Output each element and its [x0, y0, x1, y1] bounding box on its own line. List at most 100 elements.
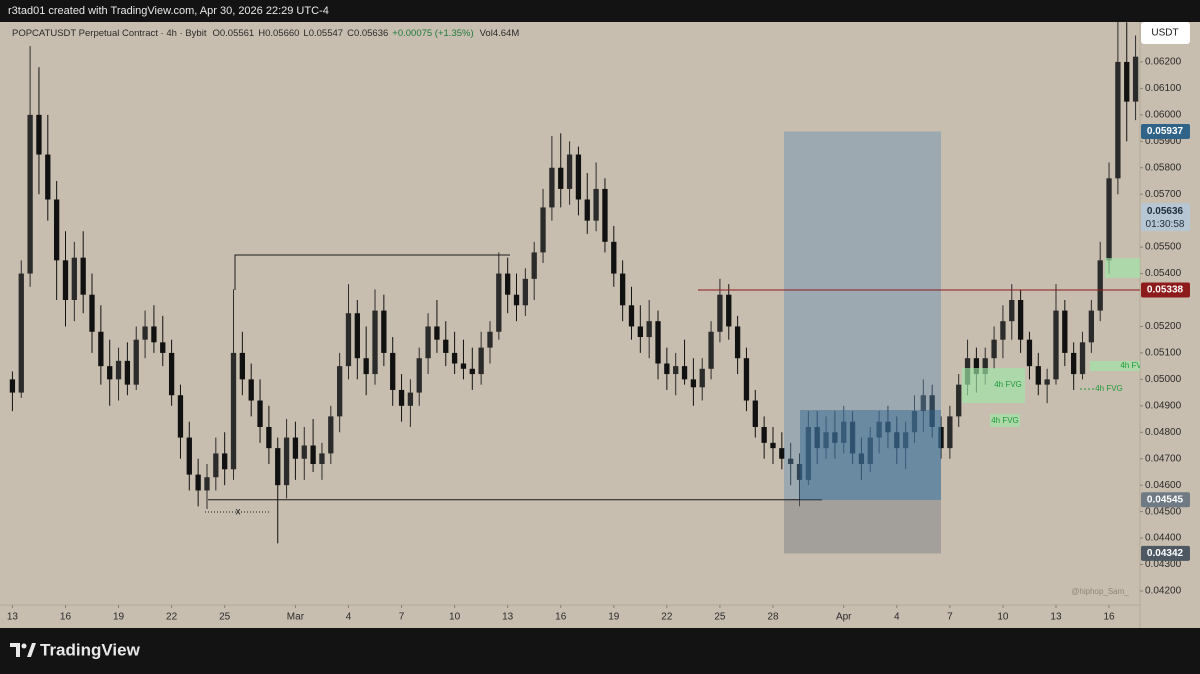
- x-tick-label: Mar: [287, 612, 305, 623]
- candle-body: [434, 326, 440, 340]
- price-label: 0.05636: [1147, 206, 1184, 217]
- time-axis: 13 16 19 22 25 Mar 4 7 10 13 16 19 22 25 28 Apr 4 7 10 13 16: [7, 605, 1115, 623]
- x-tick-label: 16: [60, 612, 72, 623]
- candle-body: [531, 252, 537, 279]
- candle-body: [1026, 339, 1033, 367]
- volume-key: Vol: [480, 28, 493, 39]
- candle-body: [1000, 321, 1006, 340]
- price-label-box: [1141, 492, 1190, 508]
- countdown: 01:30:58: [1146, 219, 1185, 230]
- volume: 4.64M: [493, 28, 519, 39]
- candle-body: [239, 352, 246, 380]
- structure-line: [234, 254, 510, 290]
- candle-body: [902, 432, 909, 449]
- ohlc-legend: O0.05561 H0.05660 L0.05547 C0.05636: [212, 28, 388, 39]
- y-tick-label: 0.04400: [1145, 533, 1182, 544]
- price-label: 0.05338: [1147, 285, 1184, 296]
- candle-body: [45, 154, 51, 200]
- candle-body: [938, 426, 944, 449]
- candle-body: [168, 352, 175, 396]
- candle-body: [328, 416, 334, 454]
- candle-body: [805, 426, 812, 480]
- candle-body: [973, 358, 980, 375]
- x-tick-label: 28: [767, 612, 779, 623]
- candle-body: [266, 426, 272, 449]
- candle-body: [381, 310, 387, 353]
- ohlc-value: 0.05561: [220, 28, 254, 39]
- price-label: 0.04545: [1147, 494, 1184, 505]
- candle-body: [1079, 342, 1086, 375]
- candle-body: [929, 395, 935, 427]
- x-tick-label: 16: [555, 612, 567, 623]
- x-tick-label: 25: [714, 612, 726, 623]
- candle-body: [222, 453, 228, 470]
- candle-body: [1017, 300, 1024, 340]
- x-tick-label: 19: [608, 612, 620, 623]
- y-tick-label: 0.04900: [1145, 400, 1182, 411]
- candle-body: [566, 154, 573, 189]
- brand-logo: [10, 643, 36, 657]
- currency-button[interactable]: [1141, 22, 1190, 44]
- candle-body: [1035, 366, 1041, 385]
- candle-body: [36, 114, 42, 155]
- candle-body: [1071, 352, 1077, 375]
- brand-name: TradingView: [40, 640, 141, 659]
- candle-body: [345, 313, 352, 367]
- candle-body: [292, 437, 299, 459]
- currency-label: USDT: [1151, 28, 1178, 39]
- y-tick-label: 0.06000: [1145, 109, 1182, 120]
- candle-body: [398, 389, 405, 406]
- y-tick-label: 0.05900: [1145, 136, 1182, 147]
- candle-body: [115, 360, 122, 380]
- candle-body: [788, 458, 794, 465]
- ohlc-value: 0.05636: [354, 28, 388, 39]
- plot-area: x 4h FVG 4h FVG 4h FV 4h FVG @hiphop_Sam…: [9, 22, 1140, 596]
- watermark: @hiphop_Sam_: [1071, 587, 1129, 596]
- candle-body: [779, 448, 785, 459]
- x-tick-label: 10: [449, 612, 461, 623]
- fvg-box: [1105, 258, 1140, 278]
- candle-body: [681, 366, 688, 380]
- candle-body: [416, 358, 422, 393]
- candle-body: [98, 331, 104, 367]
- x-tick-label: 22: [166, 612, 178, 623]
- y-tick-label: 0.05000: [1145, 374, 1182, 385]
- candle-body: [690, 379, 697, 388]
- y-tick-label: 0.05400: [1145, 268, 1182, 279]
- fvg-label: 4h FVG: [1095, 384, 1123, 393]
- chart-background: [0, 22, 1200, 628]
- candle-body: [796, 464, 803, 480]
- candle-body: [841, 421, 847, 443]
- candle-body: [558, 167, 564, 189]
- candle-body: [451, 352, 458, 364]
- candle-body: [664, 363, 670, 375]
- fvg-box: [990, 414, 1020, 427]
- stop-zone: [784, 499, 941, 554]
- candle-body: [230, 352, 237, 470]
- target-zone: [784, 131, 941, 500]
- x-tick-label: 19: [113, 612, 125, 623]
- candle-body: [478, 347, 484, 375]
- candle-body: [1062, 310, 1068, 353]
- candle-body: [743, 358, 750, 401]
- candle-body: [956, 384, 962, 417]
- x-tick-label: 13: [7, 612, 19, 623]
- candle-body: [894, 432, 900, 449]
- candle-body: [920, 395, 926, 412]
- candle-body: [761, 426, 767, 443]
- candle-body: [301, 445, 307, 459]
- x-tick-label: Apr: [836, 612, 852, 623]
- candle-body: [107, 366, 113, 380]
- candle-body: [283, 437, 290, 486]
- candle-body: [699, 368, 705, 388]
- candle-body: [505, 273, 511, 295]
- candle-body: [673, 366, 679, 375]
- ohlc-key: L: [303, 28, 308, 39]
- x-tick-label: 10: [997, 612, 1009, 623]
- candle-body: [310, 445, 316, 465]
- candle-body: [142, 326, 148, 340]
- candle-body: [637, 326, 643, 338]
- y-tick-label: 0.04300: [1145, 559, 1182, 570]
